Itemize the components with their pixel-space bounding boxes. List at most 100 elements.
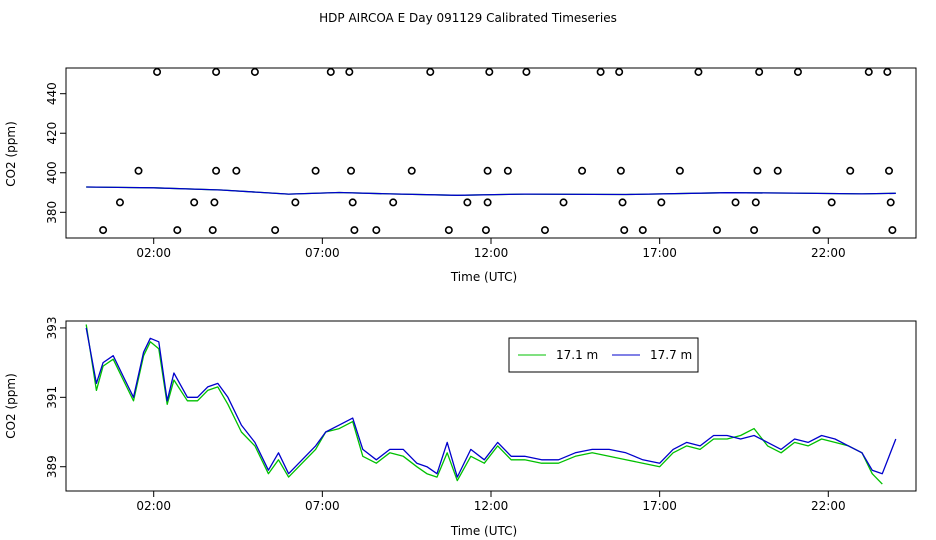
legend-label-17-7m: 17.7 m: [650, 348, 692, 362]
legend-label-17-1m: 17.1 m: [556, 348, 598, 362]
data-point: [212, 67, 221, 76]
plot-frame-raw: [65, 67, 917, 239]
data-point: [694, 67, 703, 76]
y-axis-raw: 380 400 420 440: [45, 82, 66, 224]
data-point: [888, 226, 897, 235]
y-tick-label: 420: [45, 122, 59, 145]
x-tick-label: 12:00: [474, 499, 509, 513]
data-point: [846, 166, 855, 175]
data-point: [596, 67, 605, 76]
x-axis-label-calibrated: Time (UTC): [450, 524, 517, 538]
plot-frame-calibrated: [65, 320, 917, 492]
y-axis-label-raw: CO2 (ppm): [4, 121, 18, 187]
x-axis-calibrated: 02:00 07:00 12:00 17:00 22:00: [136, 491, 846, 513]
data-point: [522, 67, 531, 76]
data-point: [793, 67, 802, 76]
data-point: [326, 67, 335, 76]
data-point: [190, 198, 199, 207]
data-point: [444, 226, 453, 235]
data-point: [291, 198, 300, 207]
x-axis-label-raw: Time (UTC): [450, 270, 517, 284]
data-point: [864, 67, 873, 76]
data-point: [559, 198, 568, 207]
x-tick-label: 17:00: [642, 246, 677, 260]
data-point: [250, 67, 259, 76]
data-point: [750, 226, 759, 235]
data-point: [348, 198, 357, 207]
y-tick-label: 391: [45, 386, 59, 409]
x-axis-raw: 02:00 07:00 12:00 17:00 22:00: [136, 238, 846, 260]
data-point: [173, 226, 182, 235]
data-point: [618, 198, 627, 207]
data-point: [212, 166, 221, 175]
data-point: [620, 226, 629, 235]
data-point: [615, 67, 624, 76]
y-tick-label: 380: [45, 201, 59, 224]
data-point: [463, 198, 472, 207]
data-point: [232, 166, 241, 175]
panel-raw-timeseries: 02:00 07:00 12:00 17:00 22:00 380 400 420 440 T…: [4, 67, 917, 284]
data-point: [271, 226, 280, 235]
data-point: [712, 226, 721, 235]
data-point: [407, 166, 416, 175]
legend: 17.1 m 17.7 m: [508, 337, 699, 373]
x-tick-label: 12:00: [474, 246, 509, 260]
x-tick-label: 02:00: [136, 246, 171, 260]
data-point: [99, 226, 108, 235]
data-point: [481, 226, 490, 235]
data-point: [675, 166, 684, 175]
data-point: [153, 67, 162, 76]
data-point: [347, 166, 356, 175]
y-axis-calibrated: 389 391 393: [45, 316, 66, 478]
data-point: [731, 198, 740, 207]
chart-title: HDP AIRCOA E Day 091129 Calibrated Times…: [319, 11, 617, 25]
x-tick-label: 02:00: [136, 499, 171, 513]
data-point: [885, 166, 894, 175]
data-point: [389, 198, 398, 207]
data-point: [483, 198, 492, 207]
x-tick-label: 22:00: [811, 499, 846, 513]
data-point: [208, 226, 217, 235]
data-point: [485, 67, 494, 76]
y-tick-label: 400: [45, 161, 59, 184]
data-point: [616, 166, 625, 175]
data-point: [638, 226, 647, 235]
series-layer-raw: [86, 186, 896, 196]
x-tick-label: 07:00: [305, 246, 340, 260]
y-tick-label: 440: [45, 82, 59, 105]
data-point: [311, 166, 320, 175]
x-tick-label: 07:00: [305, 499, 340, 513]
x-tick-label: 17:00: [642, 499, 677, 513]
data-point: [372, 226, 381, 235]
data-point: [827, 198, 836, 207]
data-point: [350, 226, 359, 235]
series-line-2: [86, 186, 896, 196]
data-point: [657, 198, 666, 207]
data-point: [773, 166, 782, 175]
data-point: [503, 166, 512, 175]
data-point: [578, 166, 587, 175]
data-point: [210, 198, 219, 207]
series-line-2: [85, 327, 897, 478]
y-tick-label: 393: [45, 316, 59, 339]
y-tick-label: 389: [45, 455, 59, 478]
marker-layer-raw: [99, 67, 897, 235]
data-point: [426, 67, 435, 76]
data-point: [483, 166, 492, 175]
data-point: [540, 226, 549, 235]
data-point: [883, 67, 892, 76]
data-point: [134, 166, 143, 175]
series-layer-calibrated: [85, 324, 897, 485]
panel-calibrated-timeseries: 02:00 07:00 12:00 17:00 22:00 389 391 393 Time…: [4, 316, 917, 538]
y-axis-label-calibrated: CO2 (ppm): [4, 373, 18, 439]
data-point: [345, 67, 354, 76]
data-point: [753, 166, 762, 175]
data-point: [755, 67, 764, 76]
data-point: [812, 226, 821, 235]
data-point: [115, 198, 124, 207]
data-point: [886, 198, 895, 207]
data-point: [751, 198, 760, 207]
series-line-1: [85, 324, 883, 485]
x-tick-label: 22:00: [811, 246, 846, 260]
